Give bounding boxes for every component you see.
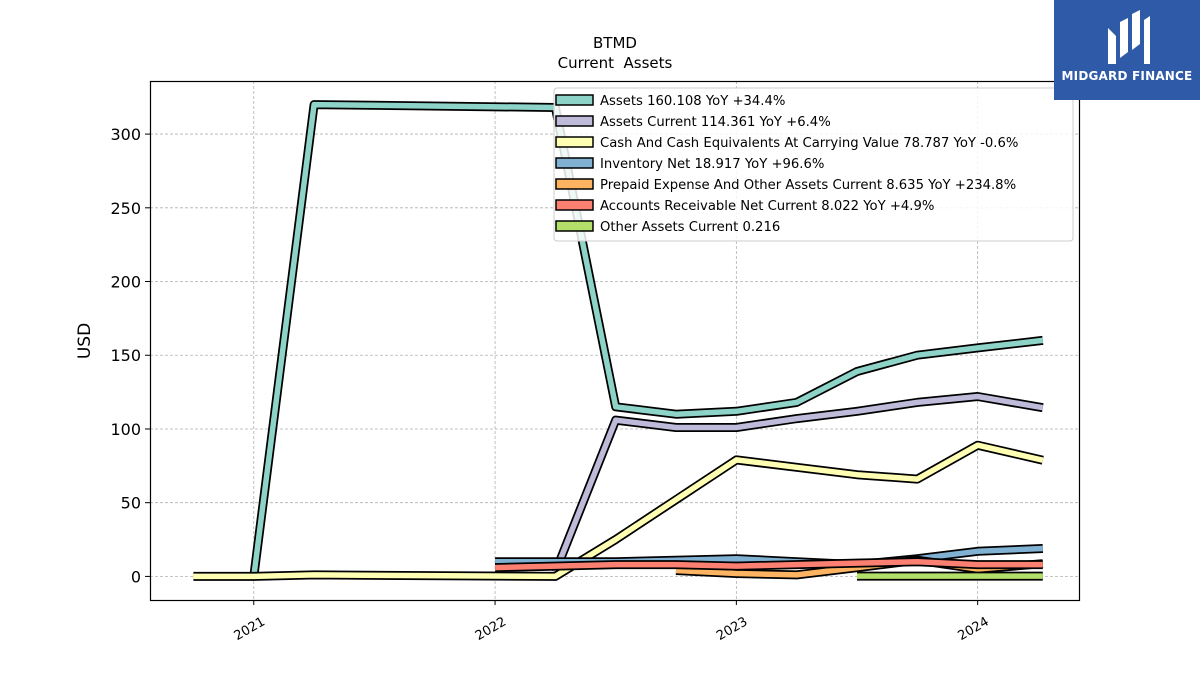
brand-logo: MIDGARD FINANCE [1054,0,1200,100]
legend-swatch [555,199,594,211]
y-tick-label: 100 [110,420,141,439]
chart-subtitle: Current Assets [558,54,673,72]
y-tick-label: 0 [131,567,141,586]
legend-label: Other Assets Current 0.216 [600,220,780,235]
y-tick-label: 150 [110,346,141,365]
legend-swatch [555,115,594,127]
legend-label: Assets Current 114.361 YoY +6.4% [600,115,831,130]
y-axis-label: USD [75,323,95,359]
brand-mark-icon [1108,10,1150,64]
y-tick-label: 50 [121,494,141,513]
brand-name: MIDGARD FINANCE [1061,69,1193,83]
series-lines [193,100,1044,581]
legend-label: Prepaid Expense And Other Assets Current… [600,178,1016,193]
legend-label: Cash And Cash Equivalents At Carrying Va… [600,136,1018,151]
series-line [552,393,1044,574]
y-tick-label: 200 [110,273,141,292]
legend-label: Inventory Net 18.917 YoY +96.6% [600,157,824,172]
legend-swatch [555,157,594,169]
legend-swatch [555,220,594,232]
legend-label: Assets 160.108 YoY +34.4% [600,94,785,109]
axis-ticks: 0 50 100 150 200 250 300 2021 2022 2023 2024 [110,125,991,644]
legend-swatch [555,178,594,190]
plot-frame [149,80,1081,602]
y-tick-label: 250 [110,199,141,218]
x-tick-label: 2021 [232,614,268,644]
series-line [495,558,1043,571]
legend-swatch [555,94,594,106]
legend: Assets 160.108 YoY +34.4% Assets Current … [553,87,1074,242]
x-tick-label: 2022 [473,614,509,644]
y-tick-label: 300 [110,125,141,144]
legend-swatch [555,136,594,148]
legend-box [553,87,1074,242]
legend-label: Accounts Receivable Net Current 8.022 Yo… [600,199,934,214]
series-line [193,442,1044,580]
series-line [251,101,1044,577]
x-tick-label: 2023 [714,614,750,644]
chart-title: BTMD [593,34,637,52]
x-tick-label: 2024 [955,614,991,644]
